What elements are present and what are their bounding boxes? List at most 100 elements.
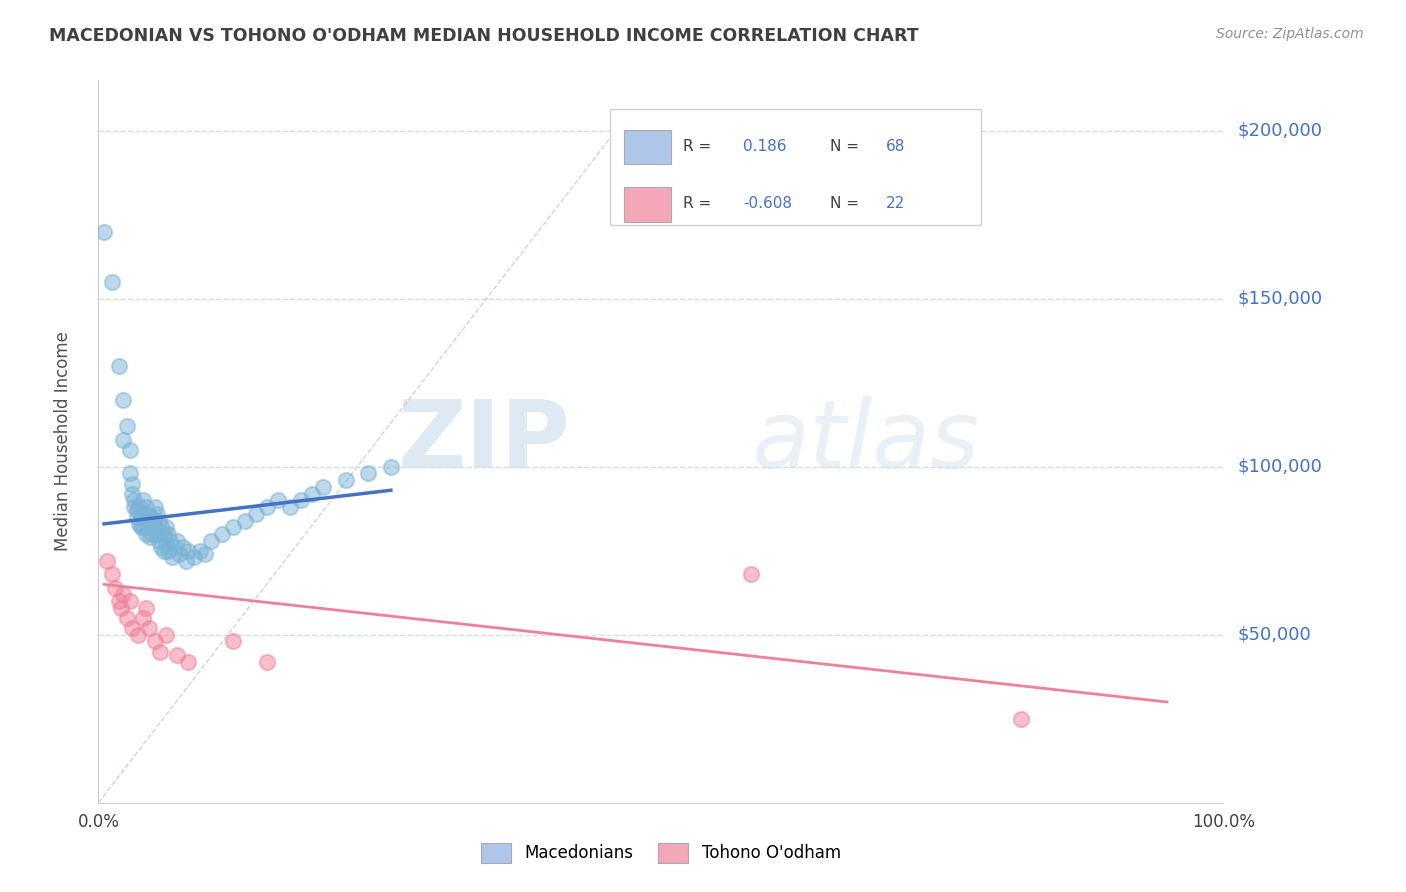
Point — [135, 600, 157, 615]
Point — [166, 533, 188, 548]
Point — [1010, 712, 1032, 726]
Point — [146, 507, 169, 521]
Point — [115, 611, 138, 625]
Point — [96, 554, 118, 568]
Point — [132, 507, 155, 521]
Y-axis label: Median Household Income: Median Household Income — [53, 332, 72, 551]
Text: R =: R = — [683, 138, 717, 153]
Text: $150,000: $150,000 — [1237, 290, 1322, 308]
Point — [155, 520, 177, 534]
Point — [121, 486, 143, 500]
Point — [132, 493, 155, 508]
Point — [380, 459, 402, 474]
Point — [233, 514, 256, 528]
Point — [150, 520, 173, 534]
Point — [118, 442, 141, 457]
Point — [256, 500, 278, 514]
Point — [139, 530, 162, 544]
Point — [177, 655, 200, 669]
Point — [301, 486, 323, 500]
Point — [157, 527, 180, 541]
Point — [177, 543, 200, 558]
Point — [256, 655, 278, 669]
Point — [118, 467, 141, 481]
Text: 22: 22 — [886, 196, 905, 211]
Point — [159, 533, 181, 548]
Point — [148, 514, 170, 528]
Point — [139, 510, 162, 524]
Point — [128, 500, 150, 514]
Point — [107, 594, 129, 608]
Point — [143, 520, 166, 534]
Point — [132, 520, 155, 534]
Point — [194, 547, 217, 561]
Point — [135, 500, 157, 514]
Text: atlas: atlas — [751, 396, 979, 487]
Point — [148, 533, 170, 548]
FancyBboxPatch shape — [624, 129, 671, 164]
Text: 68: 68 — [886, 138, 905, 153]
Point — [188, 543, 211, 558]
Point — [172, 541, 194, 555]
Point — [312, 480, 335, 494]
Point — [149, 644, 172, 658]
Point — [222, 520, 245, 534]
Point — [136, 507, 159, 521]
Point — [101, 275, 124, 289]
Point — [155, 537, 177, 551]
Point — [267, 493, 290, 508]
Point — [141, 527, 163, 541]
Point — [125, 510, 148, 524]
Point — [121, 476, 143, 491]
Text: Source: ZipAtlas.com: Source: ZipAtlas.com — [1216, 27, 1364, 41]
FancyBboxPatch shape — [610, 109, 981, 225]
FancyBboxPatch shape — [624, 187, 671, 222]
Point — [143, 500, 166, 514]
Point — [141, 514, 163, 528]
Point — [174, 554, 197, 568]
Point — [115, 419, 138, 434]
Point — [357, 467, 380, 481]
Point — [222, 634, 245, 648]
Point — [125, 503, 148, 517]
Point — [245, 507, 267, 521]
Point — [278, 500, 301, 514]
Point — [160, 550, 183, 565]
Point — [112, 392, 135, 407]
Point — [152, 527, 174, 541]
Point — [138, 621, 160, 635]
Text: $200,000: $200,000 — [1237, 121, 1322, 140]
Point — [118, 594, 141, 608]
Point — [121, 621, 143, 635]
Text: $50,000: $50,000 — [1237, 626, 1310, 644]
Point — [163, 541, 186, 555]
Point — [132, 611, 155, 625]
Point — [101, 567, 124, 582]
Point — [93, 225, 115, 239]
Point — [143, 634, 166, 648]
Text: -0.608: -0.608 — [742, 196, 792, 211]
Point — [129, 520, 152, 534]
Point — [112, 587, 135, 601]
Text: N =: N = — [830, 196, 863, 211]
Point — [169, 547, 191, 561]
Point — [146, 527, 169, 541]
Point — [127, 628, 149, 642]
Point — [166, 648, 188, 662]
Point — [110, 600, 132, 615]
Point — [112, 433, 135, 447]
Point — [211, 527, 233, 541]
Point — [335, 473, 357, 487]
Point — [155, 628, 177, 642]
Point — [129, 510, 152, 524]
Point — [183, 550, 205, 565]
Point — [290, 493, 312, 508]
Point — [157, 543, 180, 558]
Point — [107, 359, 129, 373]
Point — [135, 527, 157, 541]
Text: 0.186: 0.186 — [742, 138, 786, 153]
Point — [128, 516, 150, 531]
Point — [152, 543, 174, 558]
Point — [104, 581, 127, 595]
Legend: Macedonians, Tohono O'odham: Macedonians, Tohono O'odham — [481, 843, 841, 863]
